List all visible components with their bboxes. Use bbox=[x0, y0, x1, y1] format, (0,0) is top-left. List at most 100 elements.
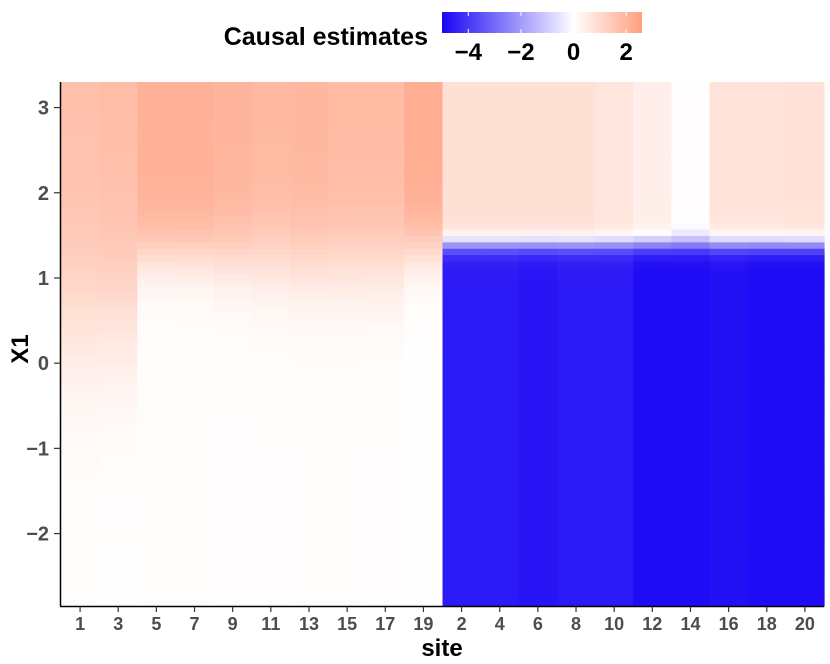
heatmap-cell bbox=[99, 260, 138, 268]
heatmap-cell bbox=[328, 554, 367, 562]
heatmap-cell bbox=[595, 260, 634, 268]
heatmap-cell bbox=[175, 535, 215, 543]
heatmap-cell bbox=[785, 267, 825, 275]
heatmap-cell bbox=[328, 574, 367, 582]
heatmap-cell bbox=[480, 350, 520, 358]
heatmap-cell bbox=[633, 344, 672, 351]
heatmap-cell bbox=[595, 216, 634, 224]
heatmap-cell bbox=[556, 190, 596, 198]
heatmap-cell bbox=[366, 286, 405, 294]
heatmap-cell bbox=[404, 165, 444, 173]
heatmap-cell bbox=[747, 216, 787, 224]
heatmap-cell bbox=[328, 580, 367, 588]
heatmap-cell bbox=[442, 222, 482, 230]
heatmap-cell bbox=[785, 145, 825, 153]
heatmap-cell bbox=[251, 503, 291, 511]
heatmap-cell bbox=[480, 471, 520, 479]
heatmap-cell bbox=[747, 542, 787, 550]
heatmap-cell bbox=[99, 152, 138, 160]
heatmap-cell bbox=[175, 101, 215, 109]
heatmap-cell bbox=[671, 465, 711, 473]
heatmap-cell bbox=[404, 235, 444, 243]
heatmap-cell bbox=[633, 535, 672, 543]
heatmap-cell bbox=[633, 586, 672, 594]
heatmap-cell bbox=[556, 94, 596, 102]
heatmap-cell bbox=[175, 337, 215, 345]
heatmap-cell bbox=[556, 292, 596, 300]
heatmap-cell bbox=[99, 165, 138, 173]
heatmap-cell bbox=[709, 133, 749, 141]
heatmap-cell bbox=[175, 222, 215, 230]
heatmap-cell bbox=[99, 363, 138, 371]
heatmap-cell bbox=[747, 209, 787, 217]
heatmap-cell bbox=[366, 363, 405, 371]
heatmap-cell bbox=[671, 337, 711, 345]
heatmap-cell bbox=[671, 561, 711, 569]
heatmap-cell bbox=[442, 535, 482, 543]
heatmap-cell bbox=[99, 503, 138, 511]
heatmap-cell bbox=[328, 312, 367, 320]
heatmap-cell bbox=[480, 82, 520, 89]
heatmap-cell bbox=[442, 152, 482, 160]
heatmap-cell bbox=[175, 312, 215, 320]
heatmap-cell bbox=[137, 465, 177, 473]
heatmap-cell bbox=[99, 177, 138, 185]
heatmap-cell bbox=[137, 267, 177, 275]
heatmap-cell bbox=[213, 94, 253, 102]
heatmap-cell bbox=[99, 209, 138, 217]
heatmap-cell bbox=[442, 235, 482, 243]
heatmap-cell bbox=[480, 478, 520, 486]
heatmap-cell bbox=[175, 82, 215, 89]
heatmap-cell bbox=[61, 126, 100, 134]
heatmap-cell bbox=[328, 260, 367, 268]
legend-tick-label: −2 bbox=[507, 39, 534, 66]
heatmap-cell bbox=[404, 567, 444, 575]
heatmap-cell bbox=[747, 382, 787, 390]
heatmap-cell bbox=[785, 165, 825, 173]
heatmap-cell bbox=[404, 94, 444, 102]
heatmap-cell bbox=[289, 184, 329, 192]
heatmap-cell bbox=[328, 197, 367, 205]
heatmap-cell bbox=[518, 452, 558, 460]
heatmap-cell bbox=[328, 452, 367, 460]
heatmap-cell bbox=[404, 446, 444, 454]
heatmap-cell bbox=[175, 107, 215, 115]
heatmap-cell bbox=[785, 401, 825, 409]
heatmap-cell bbox=[442, 433, 482, 441]
heatmap-cell bbox=[328, 484, 367, 492]
heatmap-cell bbox=[251, 516, 291, 524]
heatmap-cell bbox=[213, 529, 253, 537]
x-tick-label: 12 bbox=[642, 614, 662, 634]
heatmap-cell bbox=[709, 529, 749, 537]
heatmap-cell bbox=[785, 427, 825, 435]
heatmap-cell bbox=[442, 484, 482, 492]
heatmap-cell bbox=[99, 535, 138, 543]
heatmap-cell bbox=[404, 510, 444, 518]
heatmap-cell bbox=[328, 107, 367, 115]
heatmap-cell bbox=[518, 88, 558, 96]
heatmap-cell bbox=[61, 535, 100, 543]
heatmap-cell bbox=[709, 369, 749, 377]
heatmap-cell bbox=[404, 554, 444, 562]
heatmap-cell bbox=[518, 228, 558, 236]
heatmap-cell bbox=[556, 446, 596, 454]
heatmap-cell bbox=[747, 82, 787, 89]
heatmap-cell bbox=[213, 535, 253, 543]
heatmap-cell bbox=[709, 286, 749, 294]
heatmap-cell bbox=[99, 88, 138, 96]
legend-ticks: −4 −2 0 2 bbox=[455, 12, 633, 66]
heatmap-cell bbox=[785, 113, 825, 121]
heatmap-cell bbox=[480, 459, 520, 467]
heatmap-cell bbox=[213, 254, 253, 262]
heatmap-cell bbox=[251, 209, 291, 217]
heatmap-cell bbox=[633, 356, 672, 364]
heatmap-cell bbox=[556, 152, 596, 160]
heatmap-cell bbox=[251, 165, 291, 173]
heatmap-cell bbox=[213, 516, 253, 524]
heatmap-cell bbox=[633, 139, 672, 147]
heatmap-cell bbox=[442, 375, 482, 383]
heatmap-cell bbox=[175, 414, 215, 422]
heatmap-cell bbox=[709, 433, 749, 441]
heatmap-cell bbox=[175, 94, 215, 102]
heatmap-cell bbox=[61, 248, 100, 256]
